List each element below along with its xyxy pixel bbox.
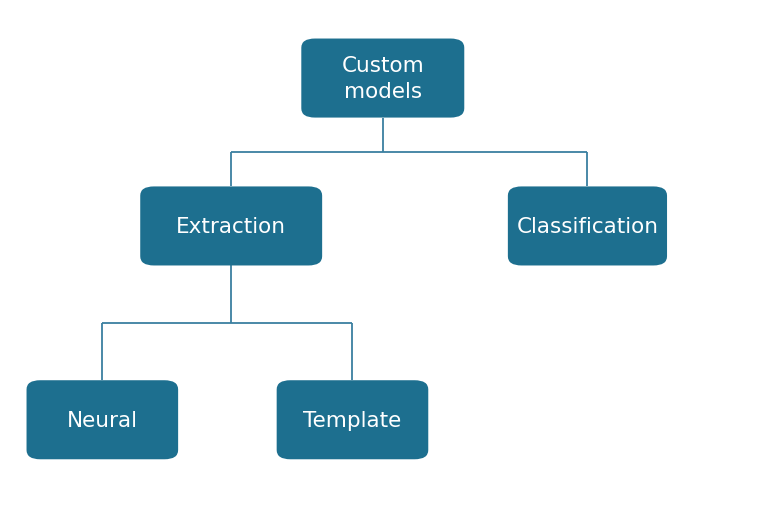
Text: Classification: Classification bbox=[516, 216, 659, 237]
FancyBboxPatch shape bbox=[302, 39, 464, 118]
FancyBboxPatch shape bbox=[140, 187, 322, 266]
FancyBboxPatch shape bbox=[508, 187, 667, 266]
Text: Custom
models: Custom models bbox=[341, 56, 424, 102]
FancyBboxPatch shape bbox=[27, 381, 178, 459]
FancyBboxPatch shape bbox=[277, 381, 428, 459]
Text: Extraction: Extraction bbox=[176, 216, 287, 237]
Text: Neural: Neural bbox=[67, 410, 138, 430]
Text: Template: Template bbox=[303, 410, 402, 430]
